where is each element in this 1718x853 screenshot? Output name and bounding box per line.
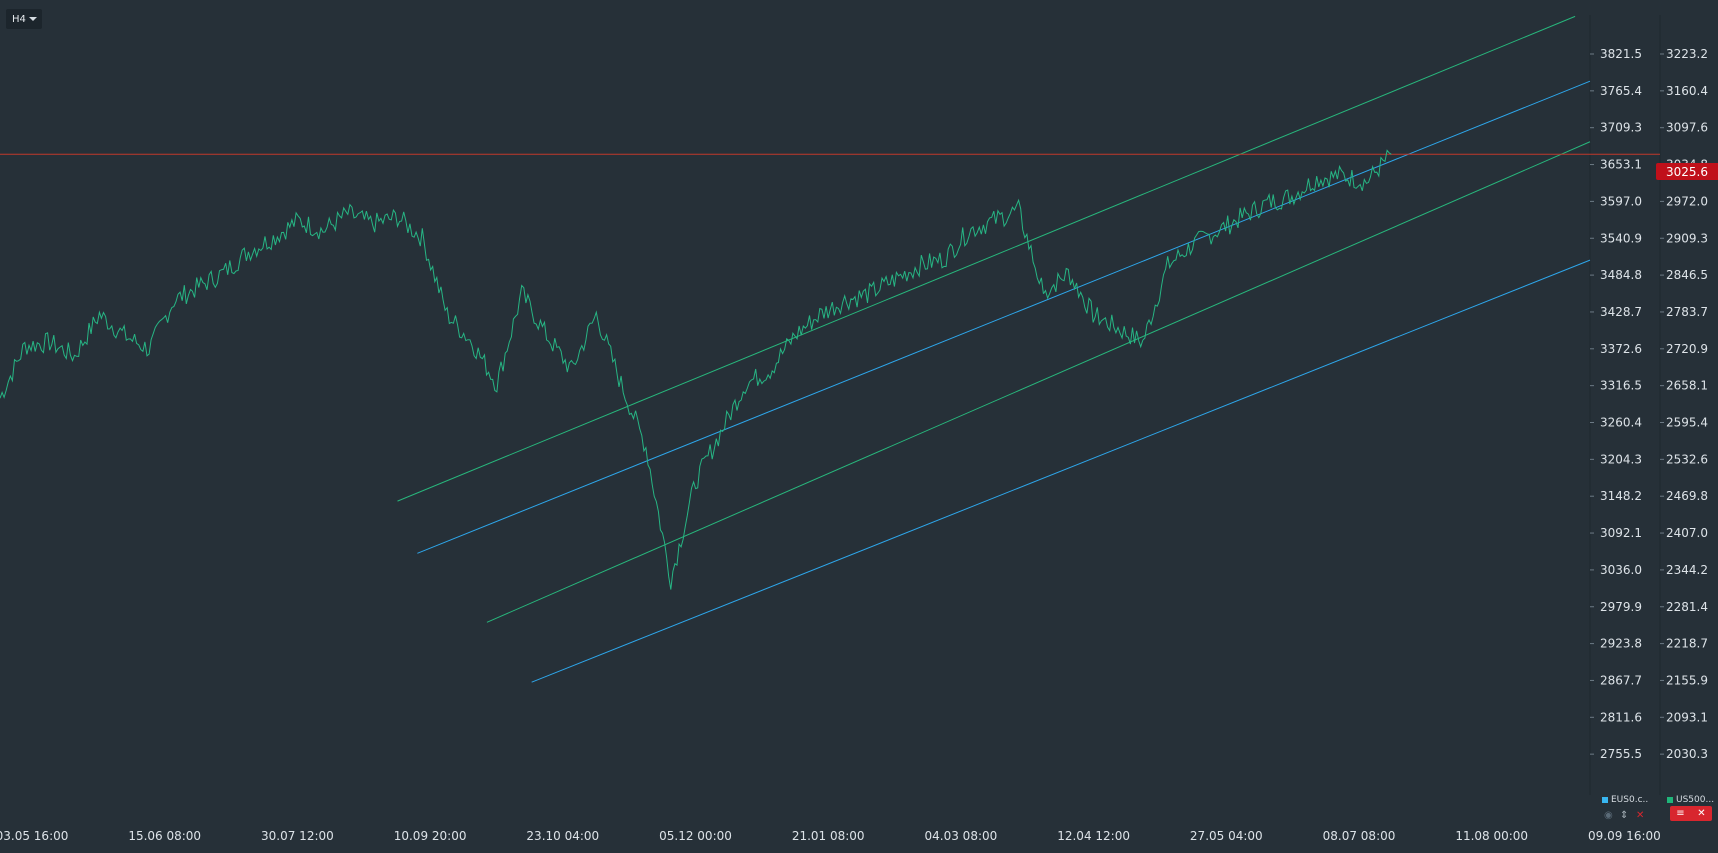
legend-label-us: US500... [1676,795,1715,805]
x-tick-label: 11.08 00:00 [1455,829,1528,843]
x-tick-label: 21.01 08:00 [792,829,865,843]
legend-swatch-us [1667,797,1673,803]
x-tick-label: 15.06 08:00 [128,829,201,843]
y-right-tick-label: 3097.6 [1666,121,1708,135]
x-tick-label: 30.07 12:00 [261,829,334,843]
y-right-tick-label: 2909.3 [1666,231,1708,245]
y-right-tick-label: 2658.1 [1666,379,1708,393]
x-tick-label: 10.09 20:00 [394,829,467,843]
timeframe-label: H4 [12,13,26,25]
channel-line-3[interactable] [486,141,1591,623]
y-left-tick-label: 3709.3 [1600,121,1642,135]
legend-item-eu[interactable]: EUS0.c.. [1602,795,1648,805]
y-left-tick-label: 3765.4 [1600,84,1642,98]
price-axis-left: 3821.5 3765.4 3709.3 3653.1 3597.0 3540.9 3484… [1590,47,1642,761]
y-right-tick-label: 2846.5 [1666,268,1708,282]
price-series [0,149,1392,590]
y-left-tick-label: 2867.7 [1600,673,1642,687]
timeframe-dropdown[interactable]: H4 [6,9,42,29]
y-left-tick-label: 3092.1 [1600,526,1642,540]
y-left-tick-label: 3484.8 [1600,268,1642,282]
x-tick-label: 23.10 04:00 [526,829,599,843]
price-series-line-1 [0,198,1044,590]
y-left-tick-label: 3540.9 [1600,231,1642,245]
y-left-tick-label: 2979.9 [1600,600,1642,614]
y-right-tick-label: 2720.9 [1666,342,1708,356]
y-right-tick-label: 2407.0 [1666,526,1708,540]
chevron-down-icon [29,17,37,21]
y-left-tick-label: 2811.6 [1600,710,1642,724]
y-right-tick-label: 2093.1 [1666,710,1708,724]
y-right-tick-label: 2532.6 [1666,452,1708,466]
y-left-tick-label: 3204.3 [1600,452,1642,466]
x-tick-label: 05.12 00:00 [659,829,732,843]
series-control-box[interactable]: ≡ ✕ [1670,806,1712,821]
y-right-tick-label: 2281.4 [1666,600,1708,614]
current-price-badge: 3025.6 [1656,163,1718,180]
channel-line-4[interactable] [531,259,1591,683]
close-icon[interactable]: ✕ [1636,810,1645,821]
y-left-tick-label: 3653.1 [1600,158,1642,172]
y-right-tick-label: 2344.2 [1666,563,1708,577]
y-left-tick-label: 3821.5 [1600,47,1642,61]
y-left-tick-label: 2923.8 [1600,637,1642,651]
y-right-tick-label: 3160.4 [1666,84,1708,98]
move-updown-icon[interactable]: ⇕ [1620,810,1629,821]
y-right-tick-label: 2595.4 [1666,416,1708,430]
y-left-tick-label: 3428.7 [1600,305,1642,319]
channel-line-2[interactable] [417,80,1591,554]
y-left-tick-label: 2755.5 [1600,747,1642,761]
price-axis-right: 3223.23160.43097.63034.82972.02909.32846… [1660,47,1708,761]
y-left-tick-label: 3148.2 [1600,489,1642,503]
y-left-tick-label: 3036.0 [1600,563,1642,577]
x-tick-label: 12.04 12:00 [1057,829,1130,843]
y-left-tick-label: 3316.5 [1600,379,1642,393]
x-tick-label: 09.09 16:00 [1588,829,1661,843]
x-tick-label: 08.07 08:00 [1323,829,1396,843]
y-left-tick-label: 3372.6 [1600,342,1642,356]
settings-icon[interactable]: ≡ [1676,808,1685,819]
close-series-icon[interactable]: ✕ [1697,808,1706,819]
y-left-tick-label: 3260.4 [1600,416,1642,430]
trend-channels[interactable] [397,15,1591,683]
x-tick-label: 03.05 16:00 [0,829,68,843]
legend-swatch-eu [1602,797,1608,803]
legend-label-eu: EUS0.c.. [1611,795,1649,805]
legend-item-us[interactable]: US500... [1667,795,1714,805]
x-tick-label: 27.05 04:00 [1190,829,1263,843]
x-tick-label: 04.03 08:00 [925,829,998,843]
time-axis: 03.05 16:00 15.06 08:00 30.07 12:00 10.09 2… [0,829,1661,843]
channel-line-1[interactable] [397,15,1576,502]
eye-icon[interactable]: ◉ [1604,810,1613,821]
y-left-tick-label: 3597.0 [1600,194,1642,208]
y-right-tick-label: 2030.3 [1666,747,1708,761]
y-right-tick-label: 2155.9 [1666,673,1708,687]
price-series-line-b-1 [1042,149,1392,349]
y-right-tick-label: 3223.2 [1666,47,1708,61]
y-right-tick-label: 2218.7 [1666,637,1708,651]
y-right-tick-label: 2783.7 [1666,305,1708,319]
y-right-tick-label: 2972.0 [1666,194,1708,208]
y-right-tick-label: 2469.8 [1666,489,1708,503]
